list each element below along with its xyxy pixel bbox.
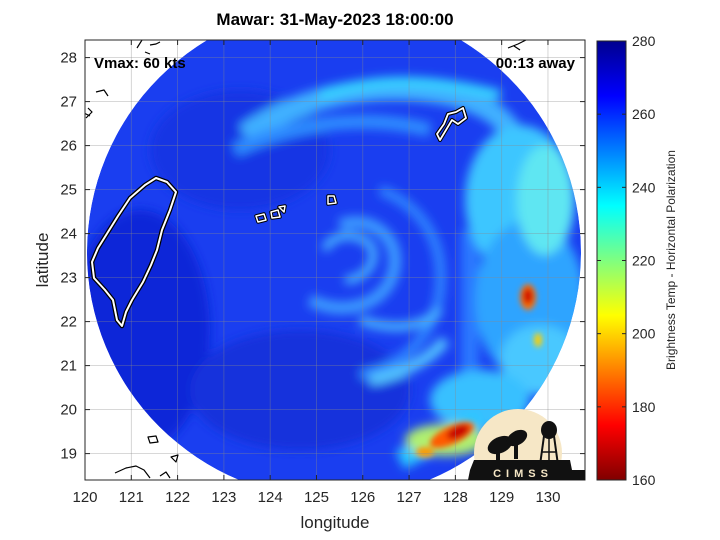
japan-coastline: [507, 40, 527, 51]
x-tick-label: 126: [350, 489, 375, 506]
colorbar-tick-labels: 160 180 200 220 240 260 280: [632, 33, 656, 488]
y-tick-label: 19: [60, 446, 77, 463]
cimss-logo: CIMSS: [468, 409, 585, 480]
y-tick-label: 27: [60, 94, 77, 111]
colorbar: 160 180 200 220 240 260 280 Brightness Temp - …: [596, 33, 678, 488]
colorbar-gradient: [596, 40, 627, 481]
china-coastline: [85, 40, 161, 119]
x-axis-title: longitude: [300, 513, 369, 532]
colorbar-title: Brightness Temp - Horizontal Polarizatio…: [664, 150, 678, 370]
x-tick-label: 127: [397, 489, 422, 506]
map-title: Mawar: 31-May-2023 18:00:00: [216, 10, 454, 29]
y-tick-label: 20: [60, 402, 77, 419]
y-tick-label: 26: [60, 138, 77, 155]
x-tick-label: 125: [304, 489, 329, 506]
x-tick-label: 129: [489, 489, 514, 506]
colorbar-tick-label: 220: [632, 253, 656, 269]
colorbar-tick-label: 200: [632, 326, 656, 342]
y-tick-labels: 19 20 21 22 23 24 25 26 27 28: [60, 50, 77, 463]
y-tick-label: 24: [60, 226, 77, 243]
vmax-label: Vmax: 60 kts: [94, 55, 186, 72]
colorbar-tick-label: 180: [632, 399, 656, 415]
colorbar-tick-label: 240: [632, 179, 656, 195]
y-tick-label: 22: [60, 314, 77, 331]
y-tick-label: 23: [60, 270, 77, 287]
satellite-swath: [87, 40, 581, 480]
x-tick-label: 120: [72, 489, 97, 506]
cimss-logo-text: CIMSS: [493, 468, 553, 480]
x-tick-label: 123: [211, 489, 236, 506]
time-away-label: 00:13 away: [496, 55, 576, 72]
x-tick-label: 121: [119, 489, 144, 506]
philippines-coastline: [114, 435, 179, 479]
y-tick-label: 28: [60, 50, 77, 67]
y-axis-title: latitude: [33, 233, 52, 288]
x-tick-label: 130: [535, 489, 560, 506]
x-tick-label: 128: [443, 489, 468, 506]
satellite-dish-icon: [487, 435, 513, 455]
colorbar-tick-label: 260: [632, 106, 656, 122]
y-tick-label: 21: [60, 358, 77, 375]
y-tick-label: 25: [60, 182, 77, 199]
coastlines: [85, 40, 527, 479]
x-tick-labels: 120 121 122 123 124 125 126 127 128 129 130: [72, 489, 560, 506]
x-tick-label: 122: [165, 489, 190, 506]
axes-frame: [84, 39, 586, 481]
x-tick-label: 124: [258, 489, 283, 506]
colorbar-tick-label: 280: [632, 33, 656, 49]
colorbar-tick-label: 160: [632, 472, 656, 488]
